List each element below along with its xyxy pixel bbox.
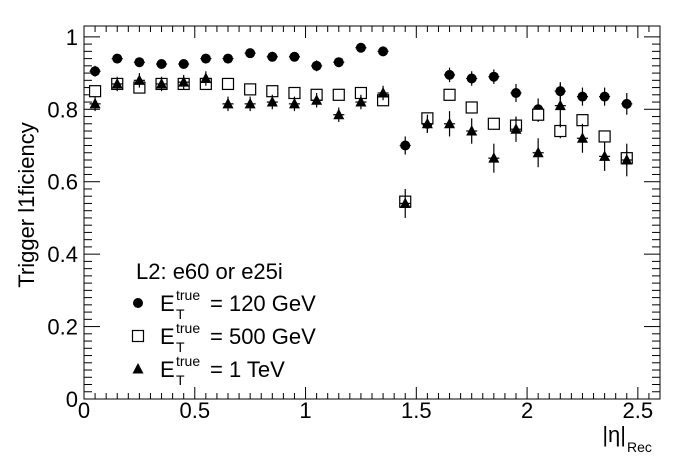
data-point bbox=[577, 91, 588, 102]
y-axis-title: Trigger l1ficiency bbox=[14, 122, 39, 287]
x-tick-label: 2 bbox=[521, 398, 533, 423]
x-tick-label: 0.5 bbox=[179, 398, 210, 423]
data-point bbox=[90, 66, 101, 77]
data-point bbox=[421, 117, 433, 129]
data-point bbox=[267, 51, 278, 62]
data-point bbox=[488, 152, 500, 163]
data-point bbox=[466, 125, 478, 136]
x-axis-title-subscript: Rec bbox=[627, 439, 652, 455]
y-tick-label: 0.2 bbox=[47, 315, 78, 340]
y-tick-label: 1 bbox=[66, 25, 78, 50]
data-point bbox=[554, 99, 566, 111]
data-point bbox=[156, 59, 167, 70]
data-point bbox=[511, 87, 521, 98]
y-tick-labels: 0 0.2 0.4 0.6 0.8 1 bbox=[47, 25, 78, 412]
x-tick-label: 1 bbox=[299, 398, 311, 423]
legend-label: Etrue T = 500 GeV bbox=[160, 320, 316, 355]
data-point bbox=[443, 88, 456, 101]
x-axis-title: |η| bbox=[602, 422, 626, 447]
data-point bbox=[134, 57, 145, 68]
legend-marker bbox=[133, 298, 143, 308]
x-tick-label: 1.5 bbox=[401, 398, 432, 423]
y-tick-label: 0.6 bbox=[47, 170, 78, 195]
data-point bbox=[112, 53, 123, 64]
data-point bbox=[487, 117, 500, 130]
data-point bbox=[311, 94, 323, 105]
axis-ticks bbox=[83, 26, 661, 400]
data-point bbox=[333, 57, 344, 68]
data-point bbox=[88, 85, 102, 98]
legend-marker bbox=[131, 329, 145, 343]
data-point bbox=[200, 72, 212, 84]
data-point bbox=[288, 97, 300, 109]
data-point bbox=[377, 86, 389, 98]
series-0 bbox=[89, 42, 633, 155]
data-point bbox=[355, 96, 367, 107]
data-point bbox=[400, 140, 411, 151]
data-point bbox=[222, 97, 234, 109]
data-point bbox=[89, 97, 101, 109]
y-tick-label: 0.8 bbox=[47, 97, 78, 122]
data-point bbox=[178, 59, 189, 70]
data-point bbox=[488, 71, 499, 82]
data-point bbox=[223, 53, 233, 64]
data-point bbox=[244, 83, 257, 96]
data-point bbox=[289, 51, 300, 62]
data-point bbox=[244, 97, 256, 109]
data-point bbox=[399, 197, 411, 208]
data-point bbox=[133, 74, 145, 85]
data-point bbox=[599, 150, 611, 161]
data-point bbox=[178, 76, 190, 87]
y-tick-label: 0 bbox=[66, 387, 78, 412]
data-point bbox=[465, 101, 478, 114]
data-point bbox=[466, 73, 477, 84]
data-point bbox=[156, 77, 168, 89]
data-point bbox=[444, 117, 456, 129]
data-point bbox=[333, 108, 345, 120]
data-point bbox=[200, 53, 211, 64]
data-markers bbox=[88, 42, 633, 218]
series-2 bbox=[89, 71, 633, 218]
data-point bbox=[378, 46, 389, 57]
data-point bbox=[510, 123, 522, 134]
data-point bbox=[332, 88, 345, 101]
legend-label: Etrue T = 120 GeV bbox=[160, 287, 316, 322]
legend-marker bbox=[132, 363, 144, 374]
data-point bbox=[532, 146, 544, 158]
data-point bbox=[245, 48, 256, 59]
data-point bbox=[532, 108, 545, 121]
x-tick-label: 0 bbox=[78, 398, 90, 423]
data-point bbox=[221, 77, 235, 91]
data-point bbox=[599, 91, 610, 102]
x-tick-labels: 0 0.5 1 1.5 2 2.5 bbox=[78, 398, 653, 423]
data-point bbox=[598, 130, 611, 143]
data-point bbox=[266, 96, 278, 107]
data-point bbox=[444, 69, 455, 80]
data-point bbox=[111, 77, 123, 89]
data-point bbox=[621, 153, 633, 165]
x-tick-label: 2.5 bbox=[623, 398, 654, 423]
legend-header: L2: e60 or e25i bbox=[136, 259, 283, 284]
legend-label: Etrue T = 1 TeV bbox=[160, 353, 285, 388]
data-point bbox=[355, 42, 366, 53]
y-tick-label: 0.4 bbox=[47, 242, 78, 267]
data-point bbox=[311, 60, 322, 71]
data-point bbox=[576, 132, 588, 143]
data-point bbox=[621, 98, 632, 109]
